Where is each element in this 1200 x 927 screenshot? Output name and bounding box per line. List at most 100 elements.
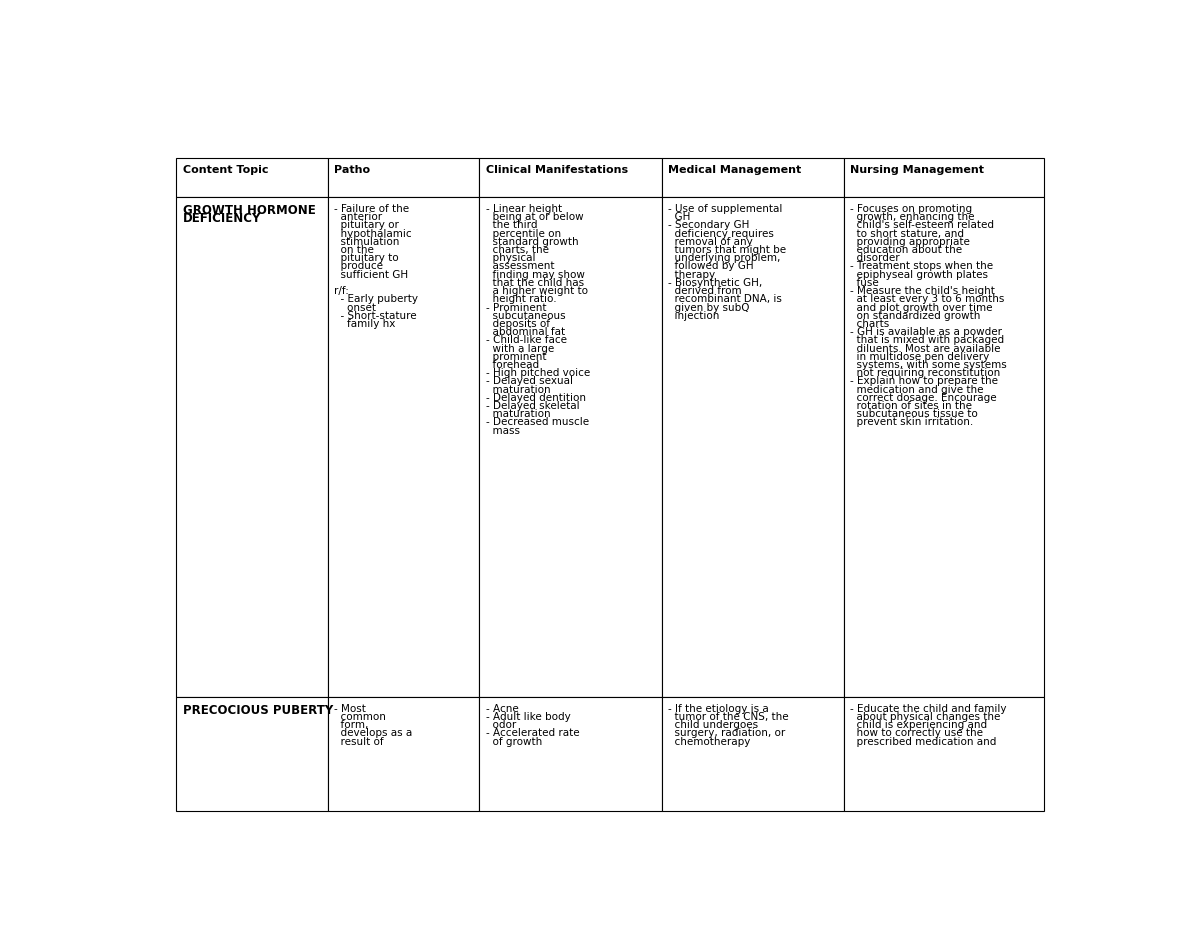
Text: charts, the: charts, the [486,245,548,255]
Text: about physical changes the: about physical changes the [851,712,1001,722]
Bar [176,197,328,696]
Text: forehead: forehead [486,360,539,370]
Text: chemotherapy: chemotherapy [668,737,750,746]
Text: standard growth: standard growth [486,237,578,247]
Text: - Failure of the: - Failure of the [334,204,409,214]
Text: rotation of sites in the: rotation of sites in the [851,401,972,411]
Text: with a large: with a large [486,344,554,353]
Text: - Adult like body: - Adult like body [486,712,570,722]
Text: on standardized growth: on standardized growth [851,311,980,321]
Text: prescribed medication and: prescribed medication and [851,737,997,746]
Text: common: common [334,712,386,722]
Text: - Linear height: - Linear height [486,204,562,214]
Text: diluents. Most are available: diluents. Most are available [851,344,1001,353]
Text: tumor of the CNS, the: tumor of the CNS, the [668,712,788,722]
Text: form,: form, [334,720,368,730]
Text: - Explain how to prepare the: - Explain how to prepare the [851,376,998,387]
Bar [661,158,844,197]
Text: height ratio.: height ratio. [486,295,557,304]
Text: recombinant DNA, is: recombinant DNA, is [668,295,782,304]
Text: and plot growth over time: and plot growth over time [851,302,992,312]
Text: - Focuses on promoting: - Focuses on promoting [851,204,972,214]
Text: - Accelerated rate: - Accelerated rate [486,729,580,738]
Text: - Short-stature: - Short-stature [334,311,416,321]
Text: - Most: - Most [334,704,366,714]
Text: child undergoes: child undergoes [668,720,758,730]
Text: prevent skin irritation.: prevent skin irritation. [851,417,973,427]
Text: - Delayed sexual: - Delayed sexual [486,376,572,387]
Text: - Treatment stops when the: - Treatment stops when the [851,261,994,272]
Text: Clinical Manifestations: Clinical Manifestations [486,165,628,175]
Text: of growth: of growth [486,737,542,746]
Text: finding may show: finding may show [486,270,584,280]
Text: charts: charts [851,319,889,329]
Text: PRECOCIOUS PUBERTY: PRECOCIOUS PUBERTY [182,704,332,717]
Text: pituitary to: pituitary to [334,253,398,263]
Text: - Educate the child and family: - Educate the child and family [851,704,1007,714]
Text: Nursing Management: Nursing Management [851,165,984,175]
Text: surgery, radiation, or: surgery, radiation, or [668,729,785,738]
Text: produce: produce [334,261,383,272]
Text: education about the: education about the [851,245,962,255]
Text: - Acne: - Acne [486,704,518,714]
Text: maturation: maturation [486,385,551,395]
Bar [479,197,661,696]
Text: percentile on: percentile on [486,229,560,238]
Text: DEFICIENCY: DEFICIENCY [182,212,260,225]
Text: in multidose pen delivery: in multidose pen delivery [851,351,990,362]
Text: - Delayed dentition: - Delayed dentition [486,393,586,403]
Bar [176,158,328,197]
Text: odor: odor [486,720,516,730]
Text: child is experiencing and: child is experiencing and [851,720,988,730]
Text: being at or below: being at or below [486,212,583,222]
Text: correct dosage. Encourage: correct dosage. Encourage [851,393,997,403]
Bar [328,197,479,696]
Text: GROWTH HORMONE: GROWTH HORMONE [182,204,316,217]
Text: - Biosynthetic GH,: - Biosynthetic GH, [668,278,762,288]
Text: injection: injection [668,311,719,321]
Text: - Delayed skeletal: - Delayed skeletal [486,401,580,411]
Text: - High pitched voice: - High pitched voice [486,368,590,378]
Text: result of: result of [334,737,384,746]
Text: systems, with some systems: systems, with some systems [851,360,1007,370]
Text: deficiency requires: deficiency requires [668,229,774,238]
Text: how to correctly use the: how to correctly use the [851,729,983,738]
Text: GH: GH [668,212,690,222]
Text: followed by GH: followed by GH [668,261,754,272]
Text: Content Topic: Content Topic [182,165,268,175]
Text: - Child-like face: - Child-like face [486,336,566,346]
Text: therapy: therapy [668,270,715,280]
Text: - If the etiology is a: - If the etiology is a [668,704,769,714]
Text: child's self-esteem related: child's self-esteem related [851,221,995,231]
Text: mass: mass [486,425,520,436]
Text: tumors that might be: tumors that might be [668,245,786,255]
Bar [479,696,661,811]
Text: abdominal fat: abdominal fat [486,327,565,337]
Text: providing appropriate: providing appropriate [851,237,970,247]
Text: physical: physical [486,253,535,263]
Text: growth, enhancing the: growth, enhancing the [851,212,974,222]
Text: Patho: Patho [334,165,371,175]
Text: medication and give the: medication and give the [851,385,984,395]
Text: hypothalamic: hypothalamic [334,229,412,238]
Bar [661,696,844,811]
Bar [844,197,1044,696]
Text: - Prominent: - Prominent [486,302,546,312]
Text: at least every 3 to 6 months: at least every 3 to 6 months [851,295,1004,304]
Text: develops as a: develops as a [334,729,413,738]
Text: derived from: derived from [668,286,742,296]
Text: to short stature, and: to short stature, and [851,229,965,238]
Text: assessment: assessment [486,261,554,272]
Bar [328,158,479,197]
Text: prominent: prominent [486,351,546,362]
Text: sufficient GH: sufficient GH [334,270,408,280]
Text: deposits of: deposits of [486,319,550,329]
Text: - Measure the child's height: - Measure the child's height [851,286,995,296]
Text: that is mixed with packaged: that is mixed with packaged [851,336,1004,346]
Bar [176,696,328,811]
Text: - Early puberty: - Early puberty [334,295,418,304]
Bar [661,197,844,696]
Text: given by subQ: given by subQ [668,302,750,312]
Text: anterior: anterior [334,212,383,222]
Text: on the: on the [334,245,374,255]
